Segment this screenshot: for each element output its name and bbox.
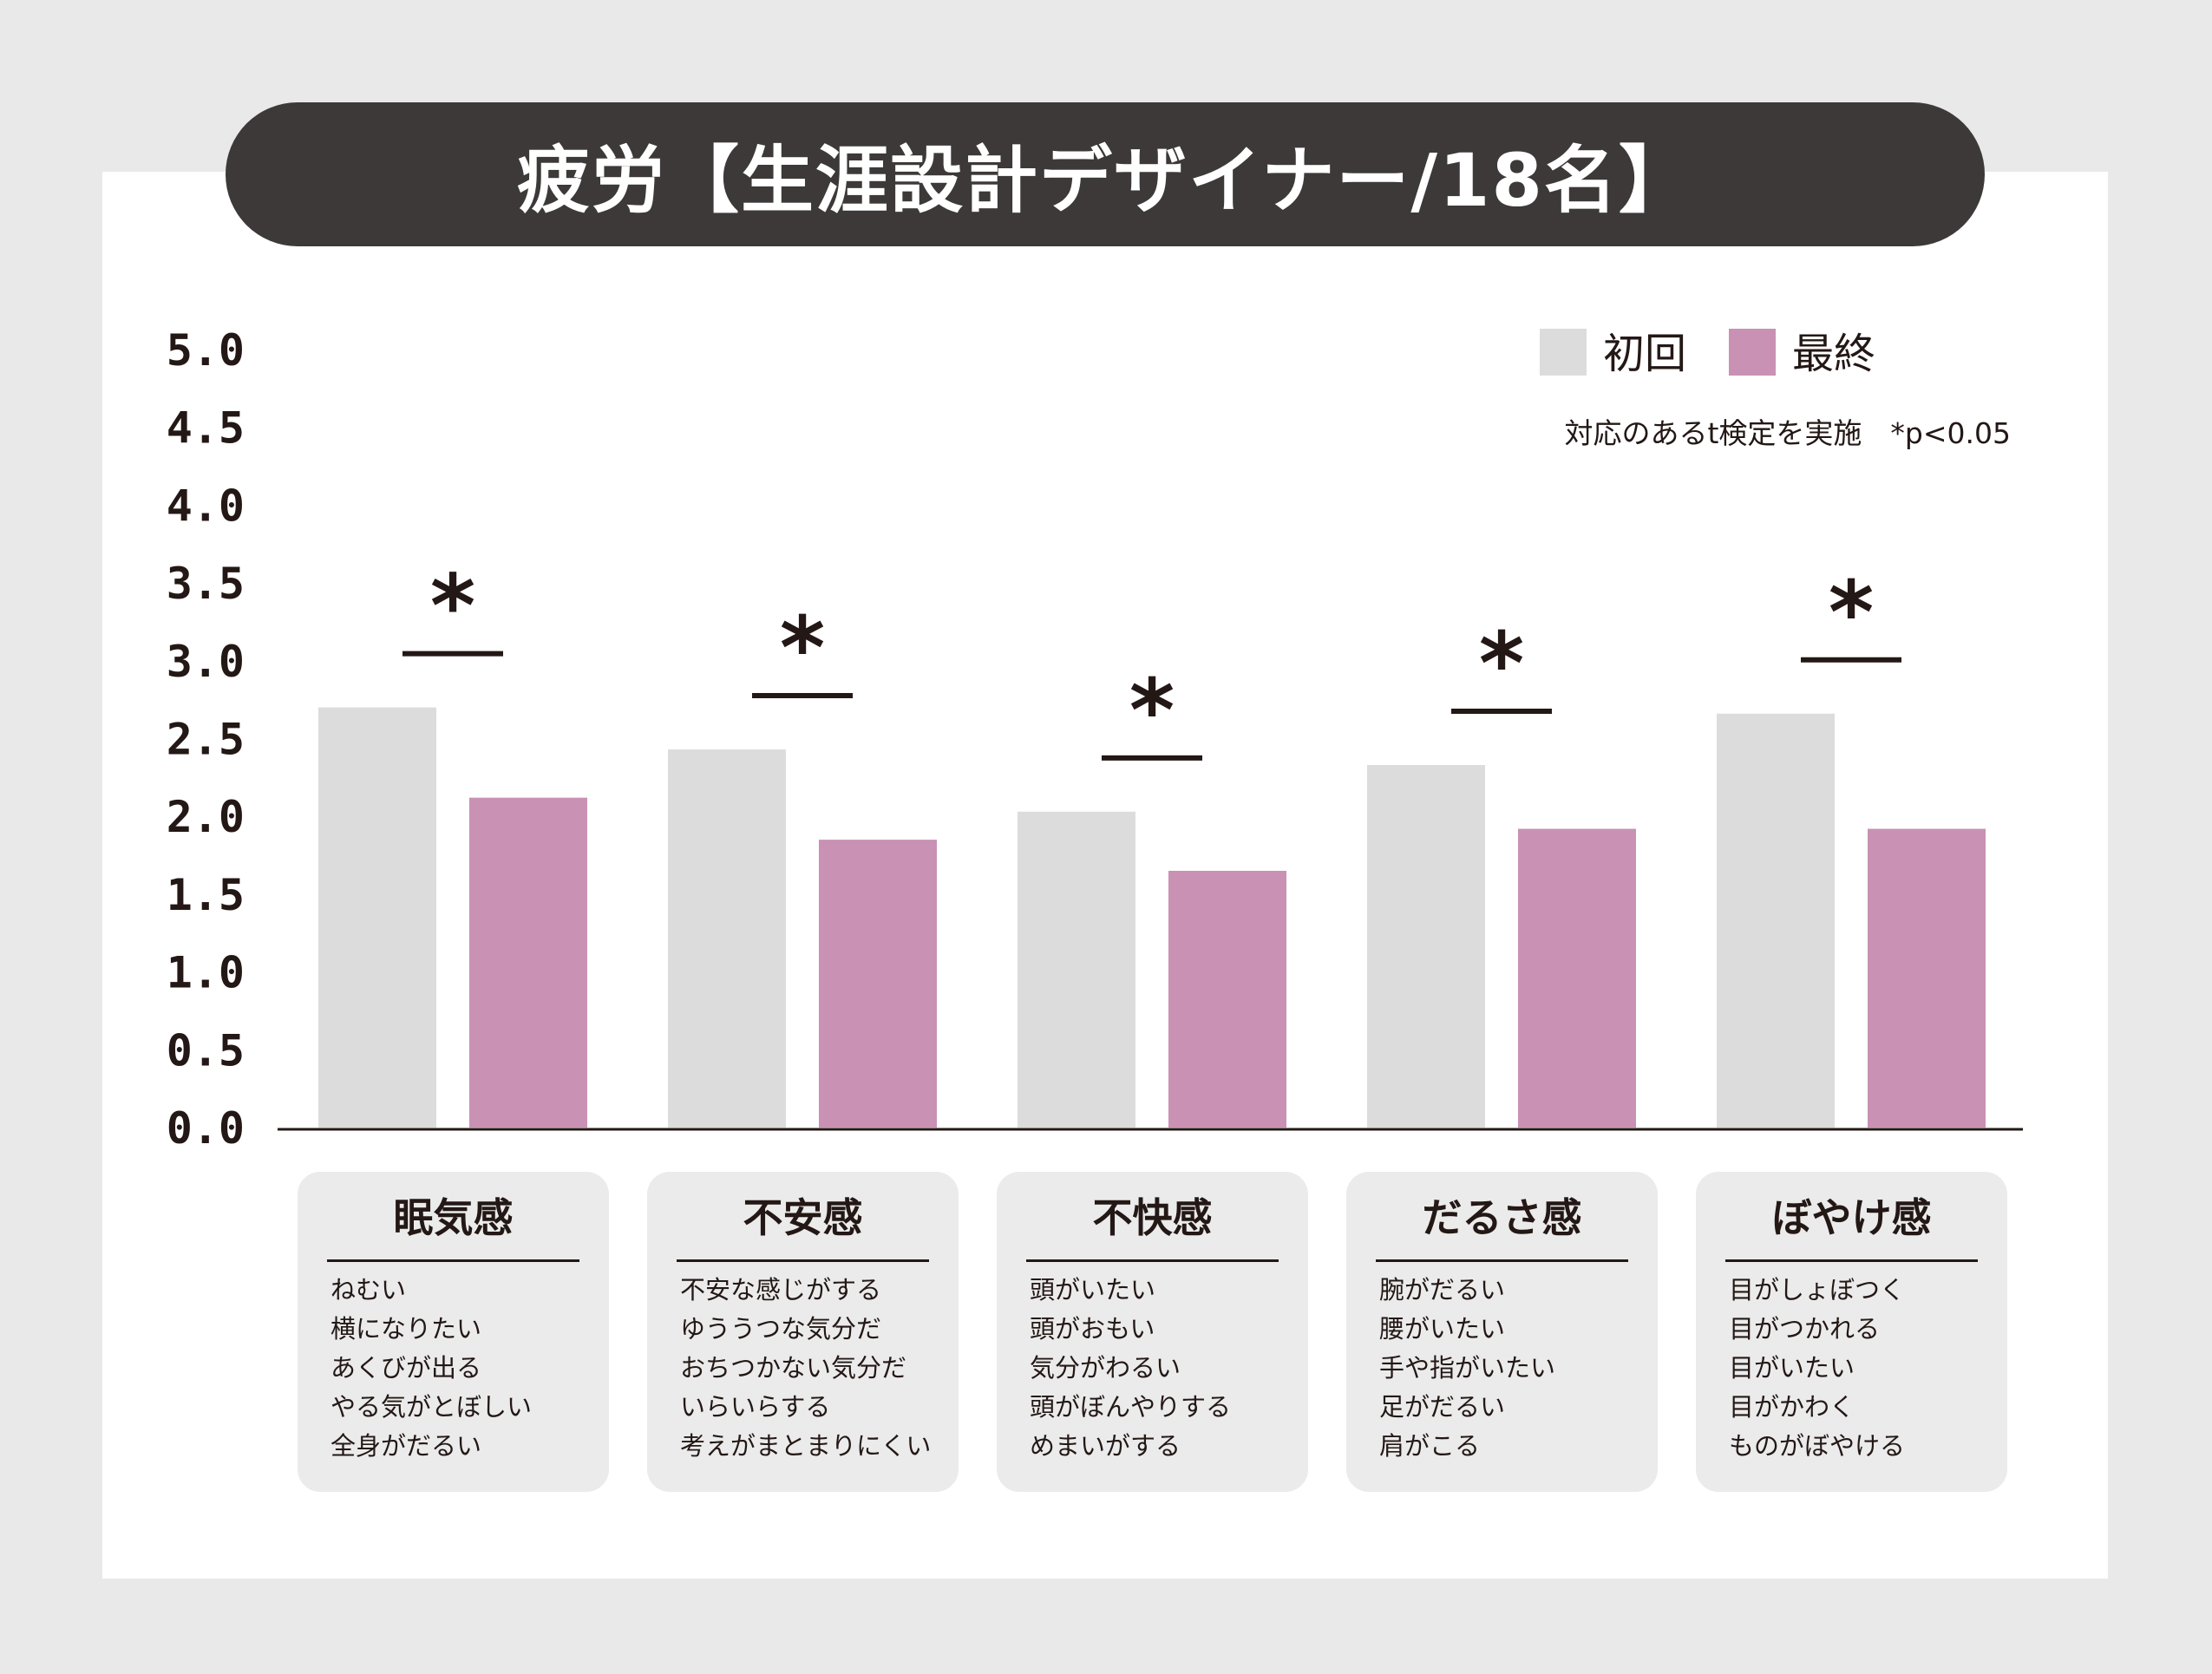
bar-initial-5: [1717, 713, 1835, 1128]
y-axis-ticks: 0.0 0.5 1.0 1.5 2.0 2.5 3.0 3.5 4.0 4.5 5.0: [167, 325, 245, 1154]
category-item: 頭がぼんやりする: [1030, 1392, 1232, 1422]
bar-final-1: [469, 797, 587, 1128]
category-label: 眠気感: [393, 1194, 514, 1241]
category-box-2: 不安感不安な感じがする ゆううつな気分だ おちつかない気分だ いらいらする考えがまとま…: [647, 1172, 959, 1492]
bar-final-3: [1168, 870, 1286, 1128]
bar-final-4: [1518, 828, 1636, 1128]
category-item: 不安な感じがする: [680, 1275, 882, 1305]
category-items: 目がしょぼつく 目がつかれる 目がいたい目がかわくものがぼやける: [1729, 1271, 1905, 1466]
y-tick-label: 4.5: [167, 403, 245, 454]
y-tick-label: 3.5: [167, 559, 245, 609]
category-items: 腕がだるい腰がいたい手や指がいたい 足がだるい肩がこる: [1379, 1271, 1555, 1466]
legend-label-initial: 初回: [1603, 330, 1686, 378]
significance-star-2: *: [780, 598, 825, 699]
category-item: あくびが出る: [330, 1353, 482, 1383]
category-item: 目がつかれる: [1729, 1314, 1881, 1344]
bars: [318, 707, 1986, 1128]
category-item: 腰がいたい: [1379, 1314, 1506, 1344]
y-tick-label: 1.5: [167, 870, 245, 920]
category-item: 腕がだるい: [1379, 1275, 1506, 1305]
category-box-1: 眠気感ねむい横になりたい あくびが出るやる気がとぼしい 全身がだるい: [298, 1172, 609, 1492]
category-item: 目がしょぼつく: [1729, 1275, 1906, 1305]
category-label: 不快感: [1092, 1194, 1213, 1241]
significance-star-5: *: [1829, 562, 1874, 664]
y-tick-label: 5.0: [167, 325, 245, 376]
legend: 初回 最終: [1540, 329, 1875, 378]
y-tick-label: 1.0: [167, 948, 245, 998]
y-tick-label: 3.0: [167, 637, 245, 687]
category-item: 足がだるい: [1379, 1392, 1506, 1422]
significance-star-3: *: [1129, 660, 1175, 762]
legend-swatch-final: [1729, 329, 1776, 376]
y-tick-label: 0.5: [167, 1025, 245, 1076]
category-item: 気分がわるい: [1030, 1353, 1181, 1383]
bar-initial-1: [318, 707, 436, 1128]
category-item: ものがぼやける: [1729, 1431, 1906, 1461]
category-label: だるさ感: [1422, 1194, 1582, 1241]
category-item: めまいがする: [1030, 1431, 1181, 1461]
category-items: 不安な感じがする ゆううつな気分だ おちつかない気分だ いらいらする考えがまとまりにく…: [680, 1271, 931, 1466]
significance-star-4: *: [1479, 613, 1524, 715]
category-item: 頭がおもい: [1030, 1314, 1155, 1344]
category-item: 肩がこる: [1379, 1431, 1481, 1461]
category-divider: [677, 1259, 929, 1262]
chart-title: 疲労【生涯設計デザイナー/18名】: [226, 102, 1985, 246]
category-box-3: 不快感頭がいたい頭がおもい気分がわるい頭がぼんやりする めまいがする: [997, 1172, 1308, 1492]
category-items: ねむい横になりたい あくびが出るやる気がとぼしい 全身がだるい: [330, 1271, 532, 1466]
category-label: 不安感: [743, 1194, 863, 1241]
category-divider: [1376, 1259, 1628, 1262]
category-divider: [327, 1259, 579, 1262]
category-item: 考えがまとまりにくい: [680, 1431, 932, 1461]
category-item: 目がいたい: [1729, 1353, 1855, 1383]
category-item: 横になりたい: [330, 1314, 482, 1344]
category-item: 全身がだるい: [330, 1431, 482, 1461]
y-tick-label: 0.0: [167, 1103, 245, 1154]
significance-star-1: *: [430, 556, 475, 657]
bar-initial-2: [668, 749, 786, 1128]
significance-markers: * * * * *: [402, 556, 1901, 762]
category-items: 頭がいたい頭がおもい気分がわるい頭がぼんやりする めまいがする: [1030, 1271, 1231, 1466]
bar-final-2: [819, 840, 937, 1128]
category-item: おちつかない気分だ: [680, 1353, 907, 1383]
category-item: 目がかわく: [1729, 1392, 1855, 1422]
legend-label-final: 最終: [1792, 330, 1875, 378]
bar-final-5: [1868, 828, 1986, 1128]
category-item: ねむい: [330, 1275, 407, 1305]
bar-initial-4: [1367, 764, 1485, 1128]
category-item: やる気がとぼしい: [330, 1392, 533, 1422]
category-item: ゆううつな気分だ: [680, 1314, 882, 1344]
category-divider: [1725, 1259, 1978, 1262]
category-box-5: ぼやけ感目がしょぼつく 目がつかれる 目がいたい目がかわくものがぼやける: [1696, 1172, 2007, 1492]
legend-swatch-initial: [1540, 329, 1587, 376]
bar-initial-3: [1018, 811, 1135, 1128]
category-item: いらいらする: [680, 1392, 831, 1422]
test-note: 対応のあるt検定を実施 *p<0.05: [1564, 416, 2011, 450]
category-box-4: だるさ感腕がだるい腰がいたい手や指がいたい 足がだるい肩がこる: [1346, 1172, 1658, 1492]
category-divider: [1026, 1259, 1279, 1262]
category-label: ぼやけ感: [1771, 1194, 1932, 1241]
category-item: 手や指がいたい: [1379, 1353, 1556, 1383]
category-item: 頭がいたい: [1030, 1275, 1156, 1305]
y-tick-label: 2.0: [167, 792, 245, 842]
y-tick-label: 4.0: [167, 481, 245, 531]
y-tick-label: 2.5: [167, 715, 245, 765]
